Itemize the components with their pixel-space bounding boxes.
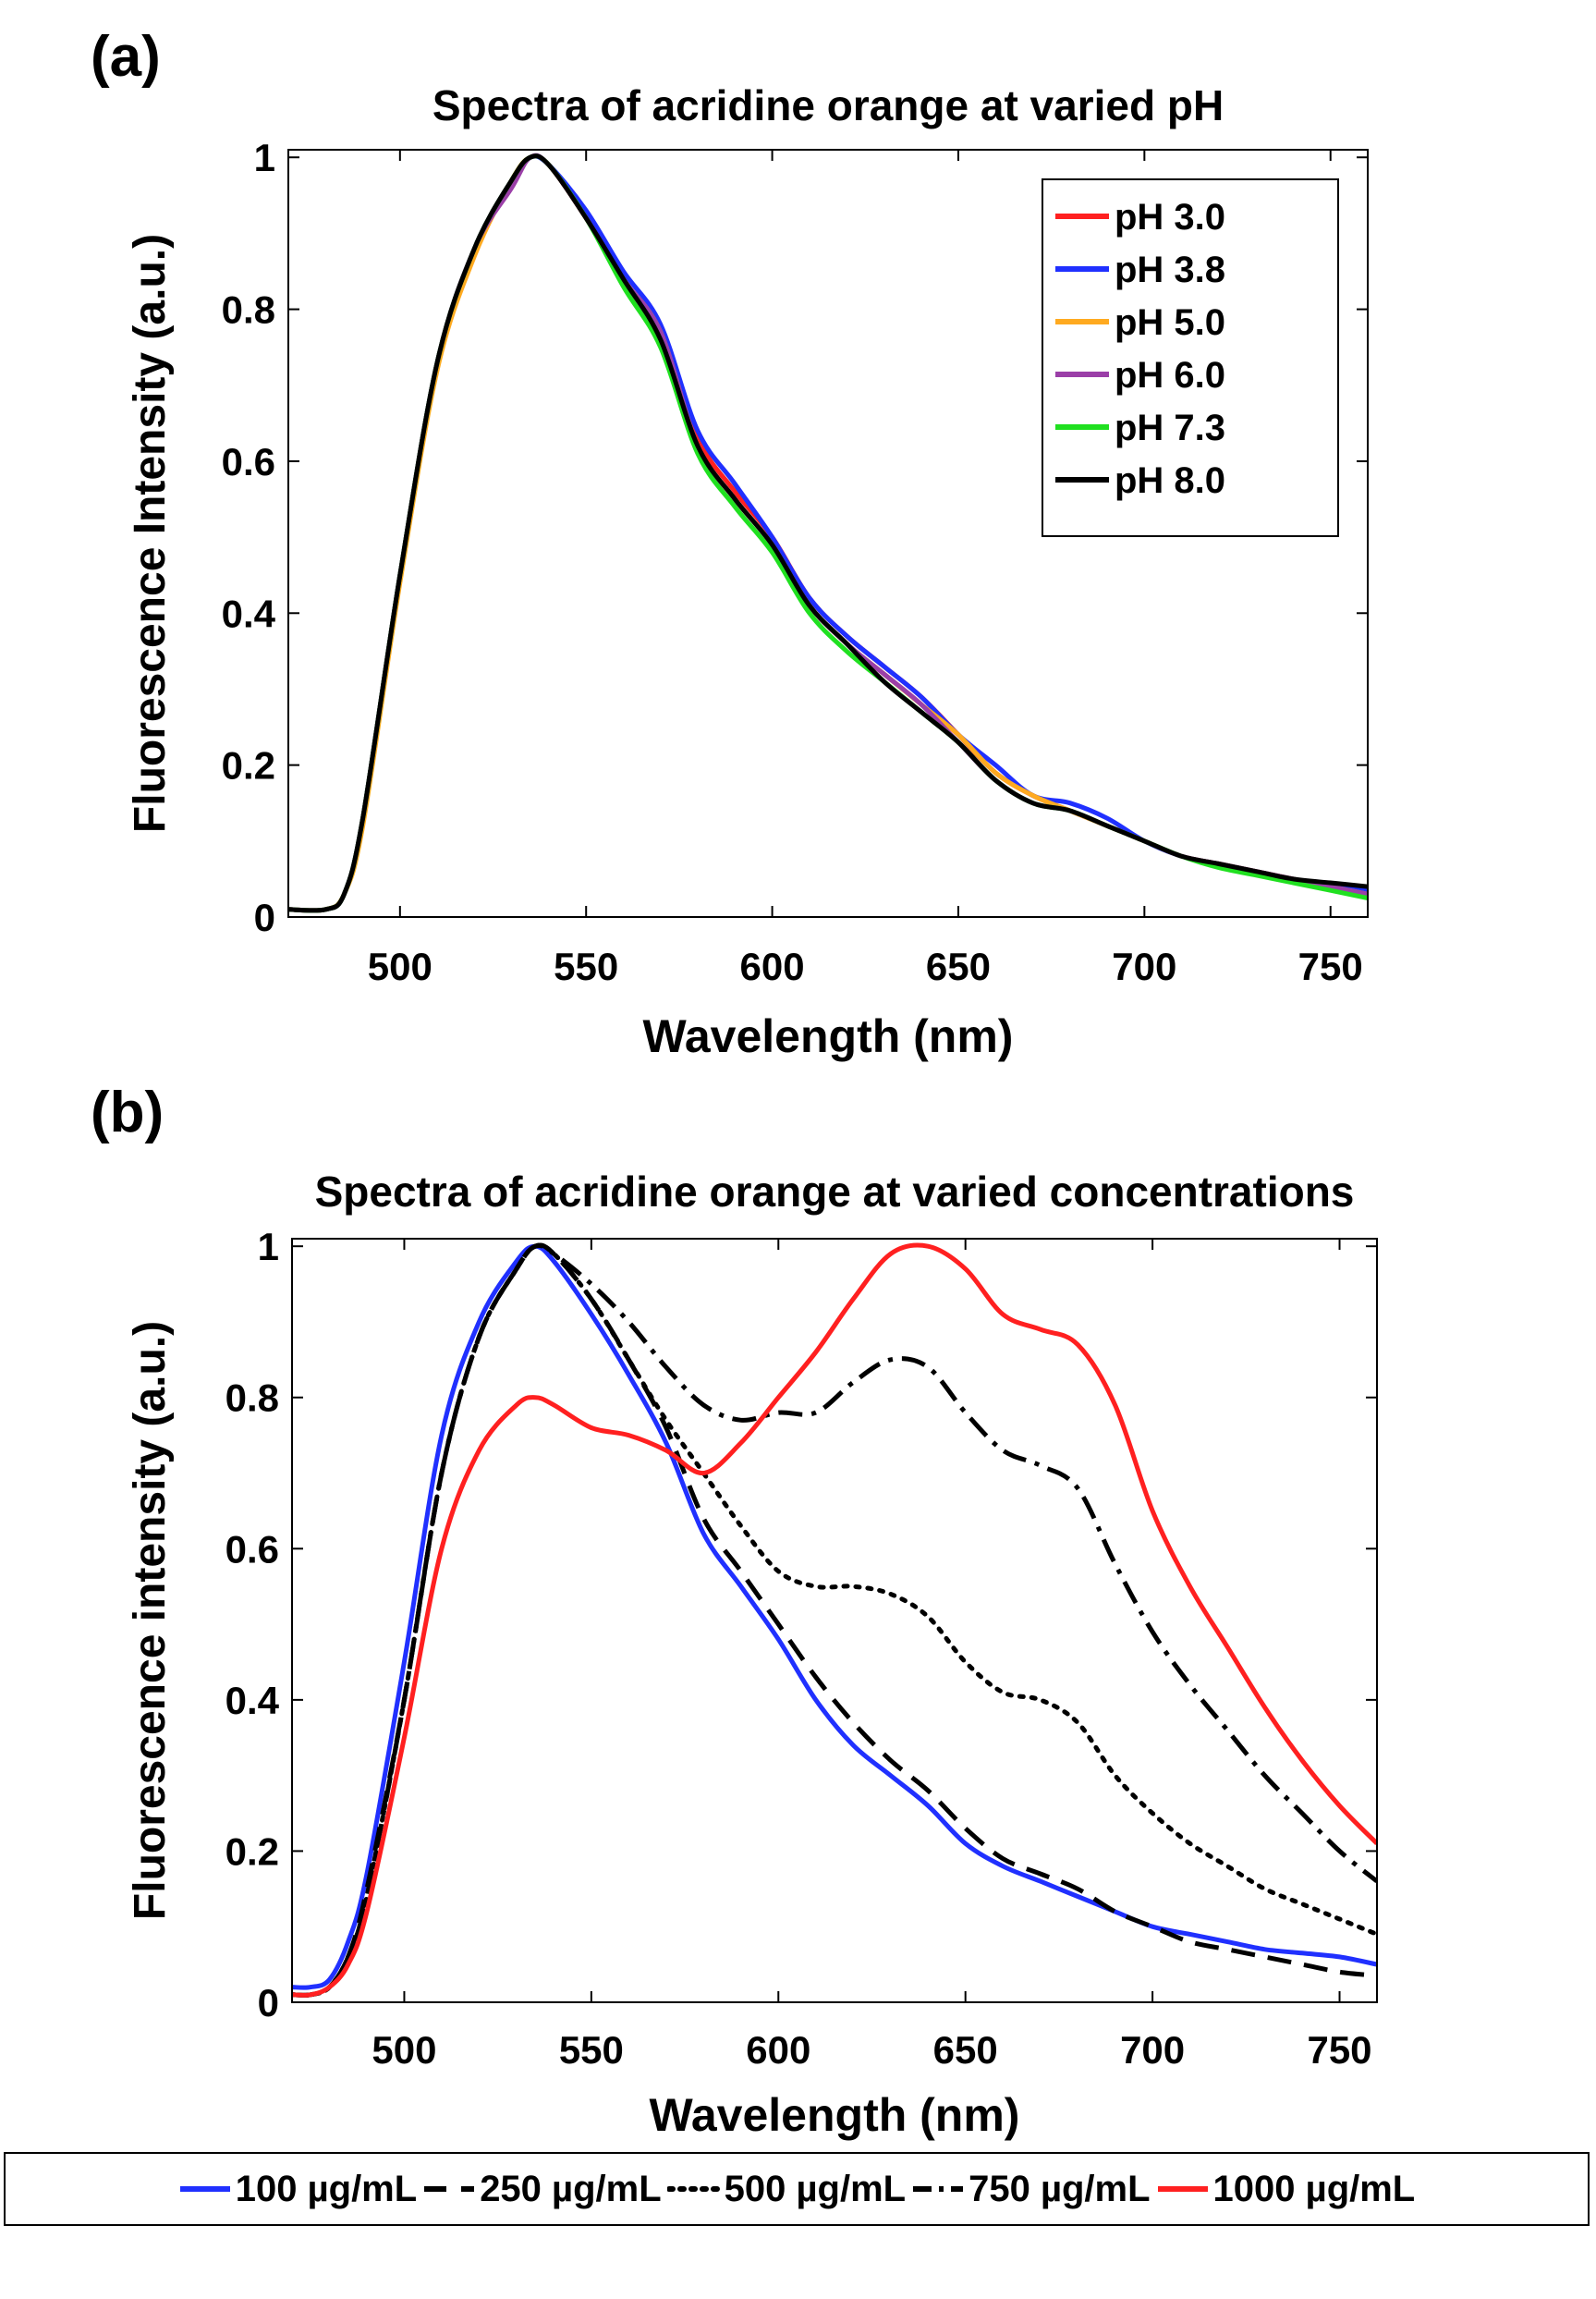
y-axis-label: Fluorescence Intensity (a.u.) [126, 234, 175, 833]
y-tick-label: 0.4 [222, 592, 276, 635]
legend-label: 1000 µg/mL [1212, 2168, 1416, 2209]
y-tick-label: 0.6 [222, 440, 275, 483]
x-tick-label: 500 [372, 2028, 436, 2072]
legend-swatch [1157, 2186, 1208, 2192]
x-tick-label: 700 [1112, 945, 1176, 988]
y-tick-label: 1 [258, 1225, 279, 1268]
chart-a: Spectra of acridine orange at varied pH 5… [126, 81, 1369, 1062]
legend-label: pH 3.0 [1115, 197, 1225, 238]
legend-swatch [424, 2186, 475, 2192]
legend-label: 750 µg/mL [969, 2168, 1151, 2209]
x-tick-label: 600 [740, 945, 805, 988]
y-tick-label: 1 [254, 136, 275, 179]
legend-item: 750 µg/mL [911, 2168, 1151, 2210]
legend-label: pH 5.0 [1115, 302, 1225, 343]
legend-item: 500 µg/mL [666, 2168, 907, 2210]
series-line-100-g-ml [292, 1243, 1377, 1990]
legend-swatch [913, 2186, 964, 2192]
legend-label: pH 6.0 [1115, 355, 1225, 396]
legend-a: pH 3.0 pH 3.8 pH 5.0 pH 6.0 pH 7.3 pH 8.0 [1042, 178, 1339, 537]
plot-frame [287, 149, 1369, 918]
x-tick-label: 550 [554, 945, 618, 988]
series-line-1000-g-ml [292, 1242, 1377, 1998]
y-tick-label: 0.8 [222, 288, 275, 332]
legend-label: 100 µg/mL [235, 2168, 418, 2209]
legend-item: 250 µg/mL [422, 2168, 662, 2210]
legend-item: 100 µg/mL [178, 2169, 417, 2210]
panel-label-a: (a) [91, 25, 161, 89]
x-tick-label: 650 [926, 945, 991, 988]
legend-box [1042, 178, 1339, 537]
legend-label: 500 µg/mL [724, 2168, 907, 2209]
legend-b: 100 µg/mL 250 µg/mL 500 µg/mL 750 µg/mL 100… [4, 2152, 1590, 2226]
legend-label: pH 3.8 [1115, 250, 1225, 290]
chart-b: Spectra of acridine orange at varied con… [126, 1168, 1378, 2141]
chart-title: Spectra of acridine orange at varied pH [433, 81, 1224, 129]
x-tick-label: 650 [933, 2028, 998, 2072]
series-group [292, 1242, 1377, 1998]
chart-title: Spectra of acridine orange at varied con… [315, 1168, 1355, 1216]
x-tick-label: 550 [559, 2028, 624, 2072]
x-tick-label: 750 [1298, 945, 1363, 988]
legend-swatch [179, 2186, 230, 2192]
y-tick-label: 0.2 [222, 744, 275, 788]
series-line-500-g-ml [292, 1242, 1377, 1998]
y-tick-label: 0.2 [225, 1829, 279, 1873]
x-axis-label: Wavelength (nm) [650, 2089, 1020, 2141]
series-group [288, 153, 1368, 913]
y-tick-label: 0.8 [225, 1376, 279, 1420]
x-tick-label: 700 [1120, 2028, 1185, 2072]
series-line-250-g-ml [292, 1242, 1377, 1998]
x-tick-label: 600 [746, 2028, 810, 2072]
y-tick-label: 0 [254, 896, 275, 939]
legend-swatch [666, 2186, 721, 2192]
legend-label: pH 8.0 [1115, 460, 1225, 501]
series-line-ph-8-0 [288, 153, 1368, 913]
legend-label: pH 7.3 [1115, 408, 1225, 448]
y-tick-label: 0.6 [225, 1527, 279, 1571]
y-tick-label: 0 [258, 1981, 279, 2024]
x-axis-label: Wavelength (nm) [643, 1010, 1014, 1062]
x-tick-label: 750 [1307, 2028, 1371, 2072]
series-line-750-g-ml [292, 1242, 1377, 1998]
legend-item: 1000 µg/mL [1156, 2168, 1416, 2210]
panel-label-b: (b) [91, 1081, 164, 1144]
x-tick-label: 500 [368, 945, 433, 988]
legend-label: 250 µg/mL [480, 2168, 662, 2209]
y-tick-label: 0.4 [225, 1679, 280, 1722]
y-axis-label: Fluorescence intensity (a.u.) [126, 1321, 175, 1920]
plot-frame [291, 1238, 1378, 2003]
